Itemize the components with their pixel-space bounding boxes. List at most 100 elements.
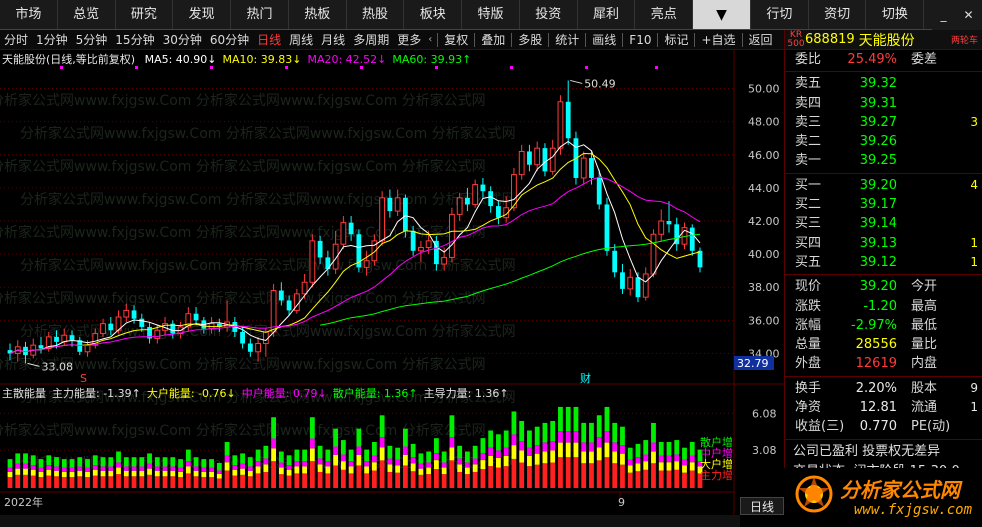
buys-row[interactable]: 买三 39.14 — [785, 214, 982, 233]
candle[interactable] — [240, 326, 245, 349]
candle[interactable] — [472, 179, 479, 208]
period-tab-7[interactable]: 周线 — [289, 32, 314, 47]
candle[interactable] — [441, 247, 448, 271]
period-tab-9[interactable]: 多周期 — [353, 32, 390, 47]
candle[interactable] — [689, 224, 695, 256]
candle[interactable] — [488, 186, 494, 213]
candle[interactable] — [301, 273, 308, 299]
period-tab-10[interactable]: 更多 — [397, 32, 422, 47]
tool-button-7[interactable]: +自选 — [701, 32, 736, 47]
candle[interactable] — [580, 151, 587, 185]
nav-item-5[interactable]: 热板 — [289, 0, 347, 29]
candle[interactable] — [147, 321, 152, 344]
candle[interactable] — [666, 201, 672, 233]
candle[interactable] — [612, 244, 618, 278]
candle[interactable] — [449, 207, 455, 263]
candle[interactable] — [278, 282, 284, 306]
sells-row[interactable]: 卖三 39.27 3 — [785, 113, 982, 132]
candle[interactable] — [38, 336, 44, 354]
candle[interactable] — [620, 264, 625, 294]
candle[interactable] — [108, 317, 114, 336]
candle[interactable] — [496, 201, 501, 225]
nav-item-3[interactable]: 发现 — [173, 0, 232, 29]
candle[interactable] — [434, 235, 439, 271]
nav-item-10[interactable]: 犀利 — [578, 0, 636, 29]
candle[interactable] — [503, 196, 510, 223]
candle[interactable] — [332, 230, 339, 274]
candle[interactable] — [286, 295, 292, 316]
candle[interactable] — [589, 151, 594, 185]
buys-row[interactable]: 买五 39.12 1 — [785, 253, 982, 272]
candle[interactable] — [69, 330, 75, 347]
tool-button-8[interactable]: 返回 — [748, 32, 773, 47]
nav-item-15[interactable]: 切换 — [866, 0, 925, 29]
candle[interactable] — [697, 247, 703, 273]
candle[interactable] — [7, 343, 13, 361]
candle[interactable] — [309, 234, 316, 288]
kline-chart[interactable]: 分析家公式网www.fxjgsw.Com 分析家公式网www.fxjgsw.Co… — [0, 50, 784, 520]
nav-item-8[interactable]: 特版 — [462, 0, 520, 29]
nav-item-13[interactable]: 行切 — [751, 0, 809, 29]
candle[interactable] — [557, 95, 564, 155]
nav-item-14[interactable]: 资切 — [809, 0, 867, 29]
period-tab-0[interactable]: 分时 — [4, 32, 29, 47]
candle[interactable] — [139, 313, 145, 332]
tool-button-0[interactable]: 复权 — [444, 32, 469, 47]
finance-marker[interactable]: 财 — [580, 371, 591, 385]
period-tab-4[interactable]: 30分钟 — [162, 32, 202, 47]
sells-row[interactable]: 卖一 39.25 — [785, 151, 982, 170]
tab-daily[interactable]: 日线 — [740, 497, 784, 515]
sector-tag[interactable]: 两轮车 — [950, 36, 978, 46]
candle[interactable] — [356, 229, 362, 273]
candle[interactable] — [154, 325, 161, 344]
stock-code[interactable]: 688819 — [805, 32, 855, 47]
candle[interactable] — [216, 318, 222, 332]
nav-item-2[interactable]: 研究 — [116, 0, 174, 29]
nav-item-1[interactable]: 总览 — [58, 0, 116, 29]
candle[interactable] — [348, 216, 354, 241]
candle[interactable] — [340, 216, 347, 250]
candle[interactable] — [363, 250, 370, 276]
nav-item-7[interactable]: 板块 — [404, 0, 463, 29]
period-tab-2[interactable]: 5分钟 — [75, 32, 108, 47]
candle[interactable] — [465, 187, 470, 212]
candle[interactable] — [123, 303, 130, 322]
candle[interactable] — [247, 338, 253, 357]
event-marker[interactable]: S — [80, 372, 87, 385]
tool-button-6[interactable]: 标记 — [664, 32, 689, 47]
candle[interactable] — [417, 240, 424, 263]
candle[interactable] — [255, 336, 261, 362]
period-tab-1[interactable]: 1分钟 — [36, 32, 68, 47]
minimize-icon[interactable]: _ — [940, 8, 947, 22]
candle[interactable] — [92, 328, 99, 349]
stock-name[interactable]: 天能股份 — [858, 32, 915, 49]
candle[interactable] — [317, 235, 323, 265]
candle[interactable] — [371, 234, 378, 266]
candle[interactable] — [325, 250, 331, 276]
candle[interactable] — [131, 305, 137, 324]
tool-button-2[interactable]: 多股 — [518, 32, 543, 47]
candle[interactable] — [534, 141, 541, 172]
candle[interactable] — [193, 307, 199, 326]
candle[interactable] — [565, 80, 571, 145]
nav-item-11[interactable]: 亮点 — [635, 0, 694, 29]
tool-button-1[interactable]: 叠加 — [481, 32, 506, 47]
candle[interactable] — [542, 143, 548, 177]
buys-row[interactable]: 买四 39.13 1 — [785, 234, 982, 253]
candle[interactable] — [674, 217, 680, 251]
candle[interactable] — [596, 169, 602, 210]
nav-item-9[interactable]: 投资 — [520, 0, 578, 29]
chevron-left-icon[interactable]: ‹ — [428, 34, 433, 45]
candle[interactable] — [642, 267, 649, 301]
period-tab-5[interactable]: 60分钟 — [209, 32, 250, 47]
nav-item-0[interactable]: 市场 — [0, 0, 58, 29]
tool-button-4[interactable]: 画线 — [592, 32, 617, 47]
sells-row[interactable]: 卖四 39.31 — [785, 94, 982, 113]
candle[interactable] — [480, 177, 486, 198]
sells-row[interactable]: 卖五 39.32 — [785, 74, 982, 93]
sells-row[interactable]: 卖二 39.26 — [785, 132, 982, 151]
candle[interactable] — [650, 229, 657, 278]
tool-button-3[interactable]: 统计 — [555, 32, 580, 47]
candle[interactable] — [527, 144, 532, 172]
candle[interactable] — [100, 318, 106, 337]
